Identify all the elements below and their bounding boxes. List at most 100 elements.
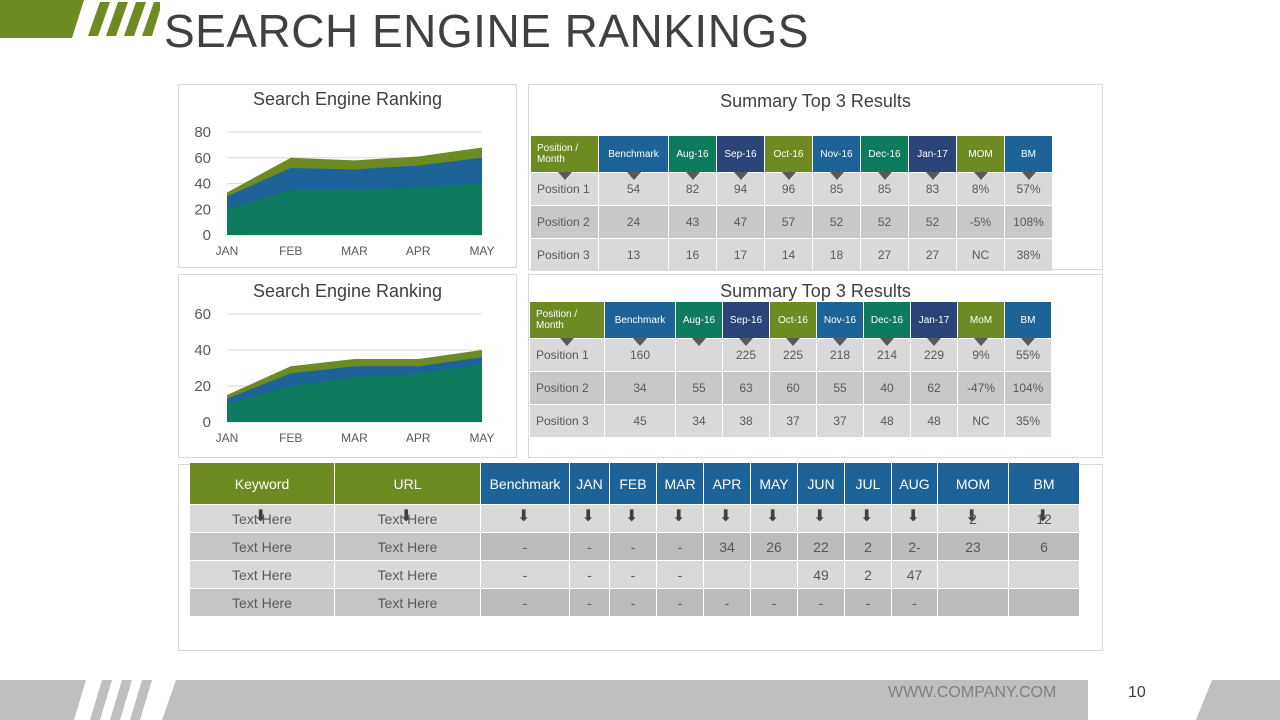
summary-table-1: Position / Month Benchmark Aug-16 Sep-16 Oct… xyxy=(530,135,1053,272)
header-label: Position / Month xyxy=(537,143,579,165)
value-cell: - xyxy=(657,561,703,588)
header-pointer-icon xyxy=(974,338,988,346)
summary-cell: NC xyxy=(957,239,1004,271)
value-cell: - xyxy=(481,589,569,616)
keyword-header-cell: MAR xyxy=(657,463,703,504)
keyword-cell: ⬇ Text Here xyxy=(190,505,334,532)
keyword-header-cell: Benchmark xyxy=(481,463,569,504)
cell-text: 34 xyxy=(719,538,735,555)
summary-header-cell: MOM xyxy=(957,136,1004,180)
summary-cell: 16 xyxy=(669,239,716,271)
cell-text: - xyxy=(630,594,636,611)
x-tick-label: JAN xyxy=(216,431,239,445)
y-tick-label: 20 xyxy=(194,201,211,218)
x-tick-label: MAR xyxy=(341,244,368,258)
keyword-header-cell: URL xyxy=(335,463,480,504)
value-cell: ⬇ xyxy=(798,505,844,532)
row-label: Position 1 xyxy=(531,173,598,205)
cell-text: - xyxy=(522,594,528,611)
down-arrow-icon: ⬇ xyxy=(1036,508,1050,525)
cell-text: 23 xyxy=(965,538,981,555)
summary-cell: 60 xyxy=(770,372,816,404)
cell-text: - xyxy=(587,566,592,583)
down-arrow-icon: ⬇ xyxy=(965,508,979,525)
summary-cell: 52 xyxy=(813,206,860,238)
header-label: Oct-16 xyxy=(777,314,808,326)
summary-cell: 62 xyxy=(911,372,957,404)
down-arrow-icon: ⬇ xyxy=(860,508,874,525)
summary-cell: 108% xyxy=(1005,206,1052,238)
value-cell: ⬇ xyxy=(481,505,569,532)
keyword-header-cell: MOM xyxy=(938,463,1008,504)
header-pointer-icon xyxy=(626,172,641,180)
footer-url[interactable]: WWW.COMPANY.COM xyxy=(888,684,1057,701)
summary-cell: 225 xyxy=(723,339,769,371)
summary-header-cell: Sep-16 xyxy=(717,136,764,180)
header-pointer-icon xyxy=(880,338,894,346)
value-cell xyxy=(938,589,1008,616)
keyword-cell: Text Here xyxy=(190,533,334,560)
header-pointer-icon xyxy=(781,172,796,180)
value-cell: ⬇ 12 xyxy=(1009,505,1079,532)
cell-text: Text Here xyxy=(377,594,438,611)
header-label: Sep-16 xyxy=(729,314,763,326)
header-decoration xyxy=(0,0,160,38)
cell-text: - xyxy=(587,538,592,555)
cell-text: - xyxy=(771,594,777,611)
y-tick-label: 0 xyxy=(203,414,211,431)
summary-row: Position 2 24 43 47 57 52 52 52 -5% 108% xyxy=(531,206,1052,238)
summary-row: Position 3 13 16 17 14 18 27 27 NC 38% xyxy=(531,239,1052,271)
header-pointer-icon xyxy=(833,338,847,346)
down-arrow-icon: ⬇ xyxy=(906,508,920,525)
y-tick-label: 0 xyxy=(203,227,211,244)
summary-cell: 34 xyxy=(676,405,722,437)
keyword-row: Text Here Text Here - - - - - - - - - xyxy=(190,589,1079,616)
keyword-header-cell: FEB xyxy=(610,463,656,504)
header-label: Dec-16 xyxy=(868,148,901,160)
keyword-header-cell: AUG xyxy=(892,463,937,504)
summary-cell: 37 xyxy=(770,405,816,437)
summary-cell: 52 xyxy=(861,206,908,238)
keyword-header-cell: APR xyxy=(704,463,750,504)
header-label: Position / Month xyxy=(536,309,578,331)
row-label: Position 3 xyxy=(531,239,598,271)
value-cell: - xyxy=(798,589,844,616)
header-pointer-icon xyxy=(733,172,748,180)
value-cell: - xyxy=(610,589,656,616)
header-pointer-icon xyxy=(557,172,572,180)
summary-cell: 37 xyxy=(817,405,863,437)
cell-text: - xyxy=(724,594,730,611)
summary-row: Position 1 160 225 225 218 214 229 9% 55% xyxy=(530,339,1051,371)
area-series xyxy=(227,183,482,235)
cell-text: - xyxy=(677,538,683,555)
area-chart-1: 0 20 40 60 80 JAN FEB MAR APR MAY xyxy=(194,124,494,258)
keyword-cell: Text Here xyxy=(190,589,334,616)
value-cell: 49 xyxy=(798,561,844,588)
y-tick-label: 60 xyxy=(194,150,211,167)
summary-title: Summary Top 3 Results xyxy=(720,281,911,301)
keyword-header-cell: Keyword xyxy=(190,463,334,504)
cell-text: - xyxy=(677,566,683,583)
cell-text: - xyxy=(630,538,636,555)
summary-header-cell: Jan-17 xyxy=(909,136,956,180)
cell-text: Text Here xyxy=(232,566,292,583)
value-cell: - xyxy=(481,561,569,588)
url-cell: Text Here xyxy=(335,533,480,560)
x-tick-label: MAY xyxy=(469,244,494,258)
header-pointer-icon xyxy=(560,338,574,346)
header-pointer-icon xyxy=(829,172,844,180)
cell-text: 47 xyxy=(906,566,923,583)
summary-cell: 40 xyxy=(864,372,910,404)
keyword-header-cell: JUL xyxy=(845,463,891,504)
down-arrow-icon: ⬇ xyxy=(672,508,686,525)
summary-header-cell: Dec-16 xyxy=(861,136,908,180)
cell-text: - xyxy=(630,566,636,583)
header-pointer-icon xyxy=(877,172,892,180)
cell-text: Text Here xyxy=(232,538,292,555)
value-cell: - xyxy=(481,533,569,560)
url-cell: ⬇ Text Here xyxy=(335,505,480,532)
x-tick-label: APR xyxy=(406,431,431,445)
header-label: Benchmark xyxy=(614,314,666,326)
summary-cell: 82 xyxy=(669,173,716,205)
summary-cell: 24 xyxy=(599,206,668,238)
